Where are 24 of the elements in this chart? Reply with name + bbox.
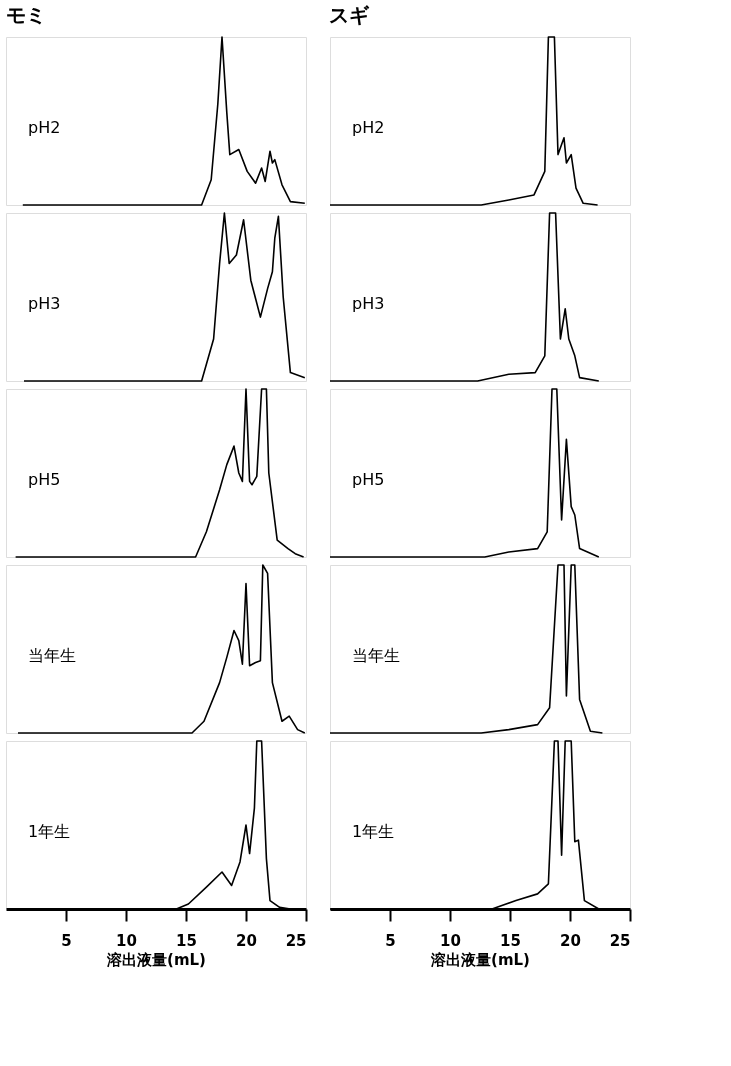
x-tick-label: 20 (236, 931, 257, 950)
text: pH2 (352, 117, 385, 137)
x-tick-label: 5 (385, 931, 396, 950)
x-tick-label: 15 (500, 931, 521, 950)
x-axis-title: 溶出液量(mL) (106, 950, 206, 969)
text: pH2 (28, 117, 61, 137)
x-tick-label: 20 (560, 931, 581, 950)
text: 当年生 (28, 645, 76, 665)
text: 当年生 (352, 645, 400, 665)
chart-title: スギ (329, 3, 371, 28)
text: pH3 (352, 293, 385, 313)
text: pH3 (28, 293, 61, 313)
text: 1年生 (352, 821, 395, 841)
x-tick-label: 15 (176, 931, 197, 950)
x-tick-label: 5 (61, 931, 72, 950)
text: 1年生 (28, 821, 71, 841)
x-tick-label: 10 (116, 931, 137, 950)
x-tick-label: 25 (285, 931, 307, 950)
x-tick-label: 25 (609, 931, 631, 950)
x-tick-label: 10 (440, 931, 461, 950)
text: pH5 (28, 469, 61, 489)
text: pH5 (352, 469, 385, 489)
chart-title: モミ (6, 3, 46, 28)
x-axis-title: 溶出液量(mL) (430, 950, 530, 969)
